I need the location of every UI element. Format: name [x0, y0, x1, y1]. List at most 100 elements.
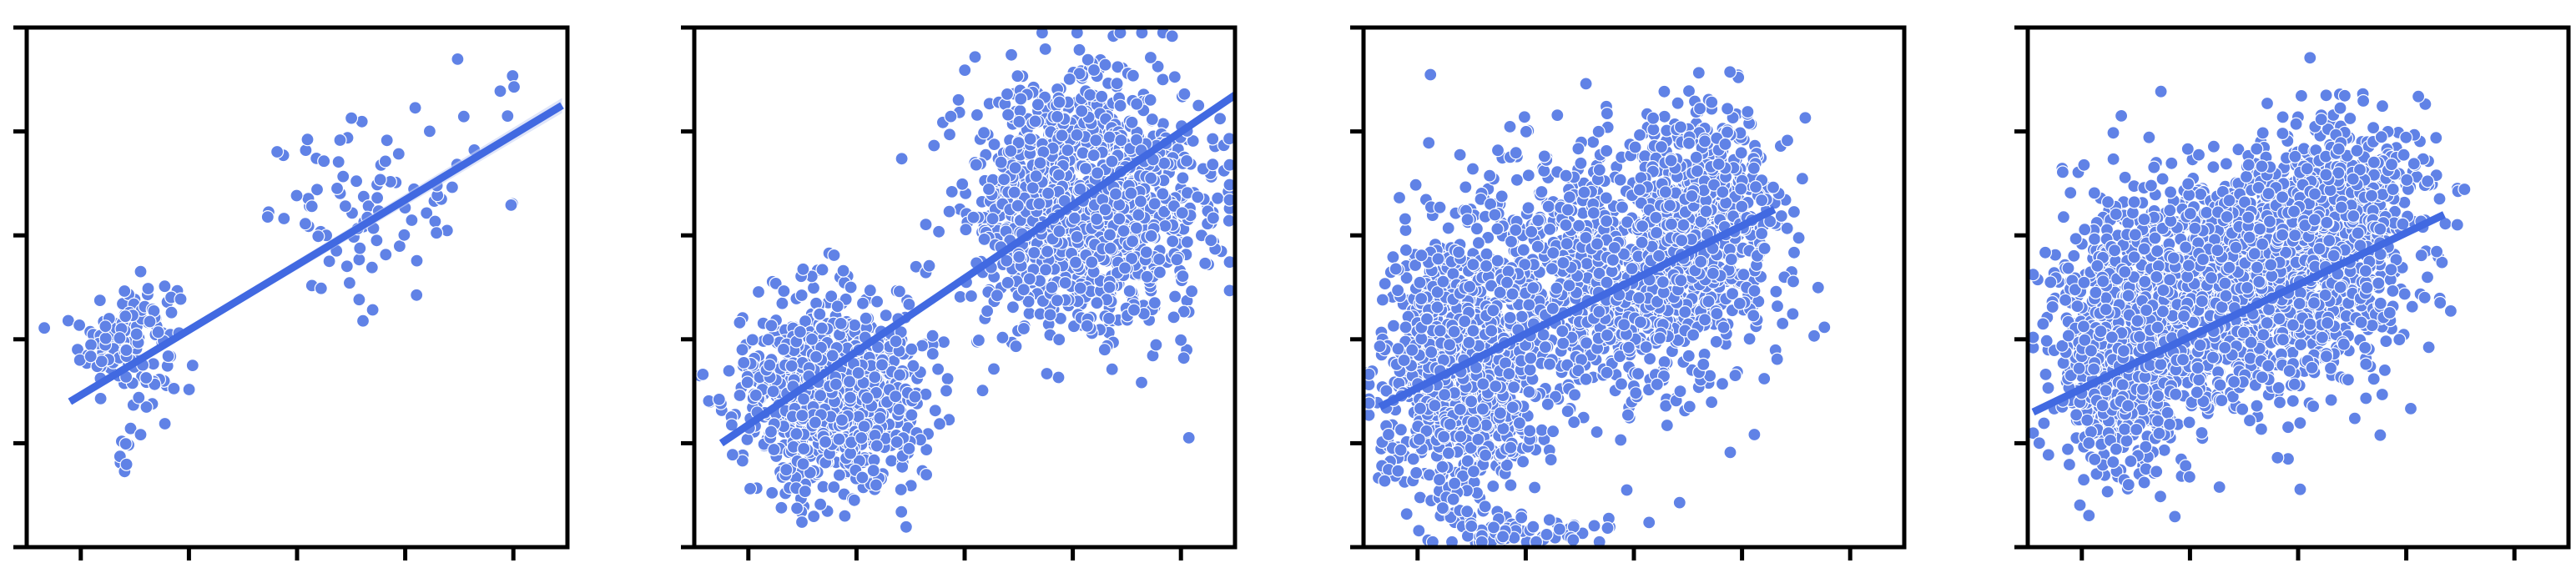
data-point [501, 109, 515, 123]
data-point [1650, 377, 1664, 391]
data-point [1014, 92, 1028, 106]
data-point [928, 404, 942, 418]
data-point [1052, 224, 1066, 239]
data-point [1770, 352, 1784, 366]
data-point [1000, 254, 1014, 268]
data-point [1811, 280, 1825, 294]
data-point [725, 448, 740, 462]
data-point [410, 254, 424, 268]
data-point [1098, 203, 1112, 217]
data-point [1652, 331, 1667, 345]
data-point [814, 321, 829, 335]
data-point [1742, 332, 1757, 346]
data-point [322, 254, 336, 269]
data-point [456, 109, 471, 123]
data-point [451, 52, 465, 67]
data-point [397, 228, 411, 242]
data-point [410, 288, 424, 302]
data-point [1409, 465, 1424, 480]
data-point [1562, 190, 1577, 204]
data-point [422, 124, 437, 138]
data-point [1486, 304, 1500, 318]
data-point [942, 128, 957, 142]
data-point [925, 329, 940, 343]
data-point [1817, 320, 1832, 334]
data-point [1504, 234, 1519, 249]
data-point [1381, 427, 1396, 442]
axes-frame [24, 25, 570, 550]
data-point [1696, 357, 1711, 371]
data-point [371, 191, 385, 205]
data-point [1126, 68, 1141, 83]
data-point [1108, 187, 1123, 201]
data-point [428, 214, 442, 229]
data-point [1673, 385, 1687, 399]
data-point [909, 259, 923, 274]
data-point [380, 133, 394, 148]
data-point [859, 311, 873, 325]
data-point [873, 411, 887, 425]
data-point [1770, 299, 1785, 314]
data-point [1614, 377, 1629, 391]
data-point [1001, 108, 1016, 122]
data-point [776, 342, 791, 356]
data-point [996, 330, 1010, 344]
data-point [94, 354, 108, 369]
data-point [1386, 319, 1401, 333]
data-point [1035, 28, 1049, 40]
data-point [869, 478, 884, 492]
data-point [93, 391, 108, 405]
data-point [1501, 264, 1515, 279]
data-point [420, 206, 434, 220]
data-point [83, 349, 98, 364]
data-point [1419, 312, 1434, 326]
data-point [1705, 395, 1719, 410]
data-point [310, 183, 325, 197]
data-point [1390, 284, 1405, 298]
data-point [1041, 186, 1056, 200]
data-point [1502, 367, 1516, 381]
data-point [1600, 328, 1615, 342]
data-point [1482, 168, 1497, 183]
data-point [827, 480, 841, 495]
data-point [1430, 300, 1444, 314]
data-point [1550, 108, 1565, 123]
data-point [1531, 214, 1545, 228]
data-point [113, 331, 127, 345]
data-point [1133, 194, 1148, 209]
data-point [1435, 460, 1449, 474]
data-point [784, 359, 799, 373]
data-point [151, 325, 165, 339]
data-point [1580, 257, 1594, 271]
data-point [1405, 343, 1419, 357]
data-point [1022, 272, 1037, 286]
data-point [1130, 97, 1144, 111]
data-point [1399, 507, 1414, 521]
data-point [1135, 28, 1149, 40]
data-point [1152, 252, 1167, 266]
data-point [1110, 76, 1124, 91]
data-point [1466, 415, 1480, 430]
data-point [1098, 58, 1112, 72]
data-point [1493, 406, 1508, 420]
data-point [1143, 93, 1157, 108]
data-point [1090, 296, 1104, 310]
data-point [733, 315, 747, 329]
data-point [1441, 446, 1456, 460]
data-point [118, 436, 133, 451]
data-point [340, 259, 354, 274]
data-point [847, 493, 861, 507]
data-point [132, 390, 146, 405]
data-point [815, 263, 829, 277]
data-point [1571, 219, 1586, 233]
data-point [429, 226, 444, 240]
data-point [1721, 102, 1735, 116]
data-point [1632, 128, 1647, 142]
data-point [1579, 372, 1593, 386]
data-point [854, 430, 869, 445]
data-point [336, 169, 350, 183]
data-point [1504, 478, 1518, 492]
data-point [959, 223, 973, 237]
data-point [143, 314, 157, 329]
data-point [1113, 98, 1127, 113]
